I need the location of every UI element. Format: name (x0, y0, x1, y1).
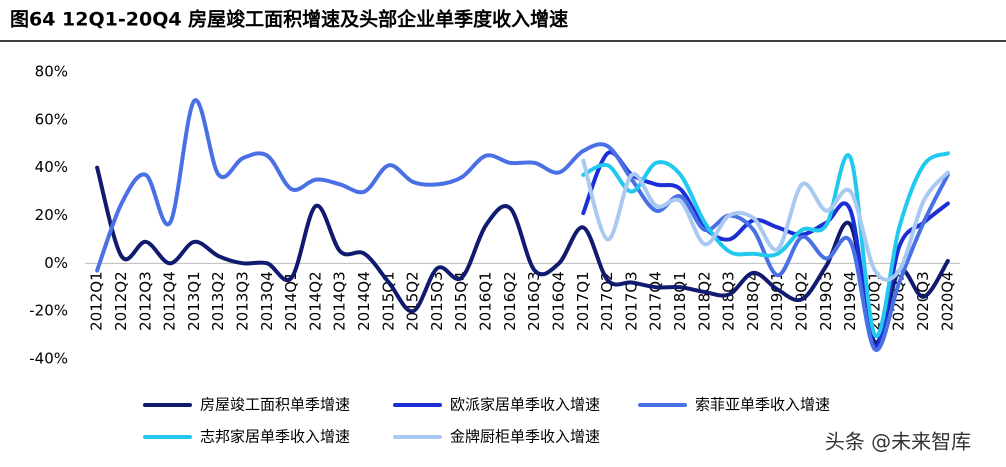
y-tick-label: 80% (35, 63, 68, 81)
legend-label: 欧派家居单季收入增速 (450, 396, 600, 414)
x-tick-label: 2015Q4 (452, 271, 470, 331)
x-tick-label: 2014Q3 (331, 271, 349, 331)
x-tick-label: 2017Q2 (598, 271, 616, 331)
x-tick-label: 2013Q4 (258, 271, 276, 331)
series-line (95, 165, 950, 345)
x-tick-label: 2018Q1 (671, 271, 689, 331)
y-tick-label: 0% (44, 254, 68, 272)
x-tick-label: 2013Q2 (209, 271, 227, 331)
series-line (581, 158, 950, 282)
x-tick-label: 2012Q2 (112, 271, 130, 331)
x-tick-label: 2017Q3 (622, 271, 640, 331)
x-tick-label: 2019Q3 (817, 271, 835, 331)
x-tick-label: 2014Q2 (306, 271, 324, 331)
legend-label: 房屋竣工面积单季增速 (200, 396, 350, 414)
x-tick-label: 2016Q2 (501, 271, 519, 331)
x-tick-label: 2013Q3 (233, 271, 251, 331)
y-tick-label: 40% (35, 158, 68, 176)
series-line (581, 151, 950, 338)
x-tick-label: 2015Q3 (428, 271, 446, 331)
x-tick-label: 2013Q1 (185, 271, 203, 331)
x-tick-label: 2018Q3 (720, 271, 738, 331)
x-tick-label: 2018Q2 (695, 271, 713, 331)
watermark: 头条 @未来智库 (825, 430, 971, 454)
y-tick-label: 60% (35, 110, 68, 128)
series-line (95, 98, 950, 352)
x-tick-label: 2012Q4 (161, 271, 179, 331)
y-tick-label: 20% (35, 206, 68, 224)
x-tick-label: 2014Q1 (282, 271, 300, 331)
legend-label: 志邦家居单季收入增速 (200, 428, 350, 446)
x-tick-label: 2017Q4 (647, 271, 665, 331)
legend-label: 金牌厨柜单季收入增速 (450, 428, 600, 446)
x-tick-label: 2019Q1 (768, 271, 786, 331)
x-tick-label: 2018Q4 (744, 271, 762, 331)
x-tick-label: 2017Q1 (574, 271, 592, 331)
x-tick-label: 2016Q4 (549, 271, 567, 331)
x-tick-label: 2016Q3 (525, 271, 543, 331)
y-tick-label: -20% (29, 302, 68, 320)
y-tick-label: -40% (29, 350, 68, 368)
chart-title: 图64 12Q1-20Q4 房屋竣工面积增速及头部企业单季度收入增速 (10, 8, 568, 31)
x-tick-label: 2012Q3 (136, 271, 154, 331)
x-tick-label: 2012Q1 (88, 271, 106, 331)
x-tick-label: 2014Q4 (355, 271, 373, 331)
x-tick-label: 2020Q3 (914, 271, 932, 331)
x-tick-label: 2020Q4 (938, 271, 956, 331)
x-tick-label: 2019Q4 (841, 271, 859, 331)
x-tick-label: 2016Q1 (477, 271, 495, 331)
x-tick-label: 2015Q2 (404, 271, 422, 331)
legend-label: 索菲亚单季收入增速 (695, 396, 830, 414)
